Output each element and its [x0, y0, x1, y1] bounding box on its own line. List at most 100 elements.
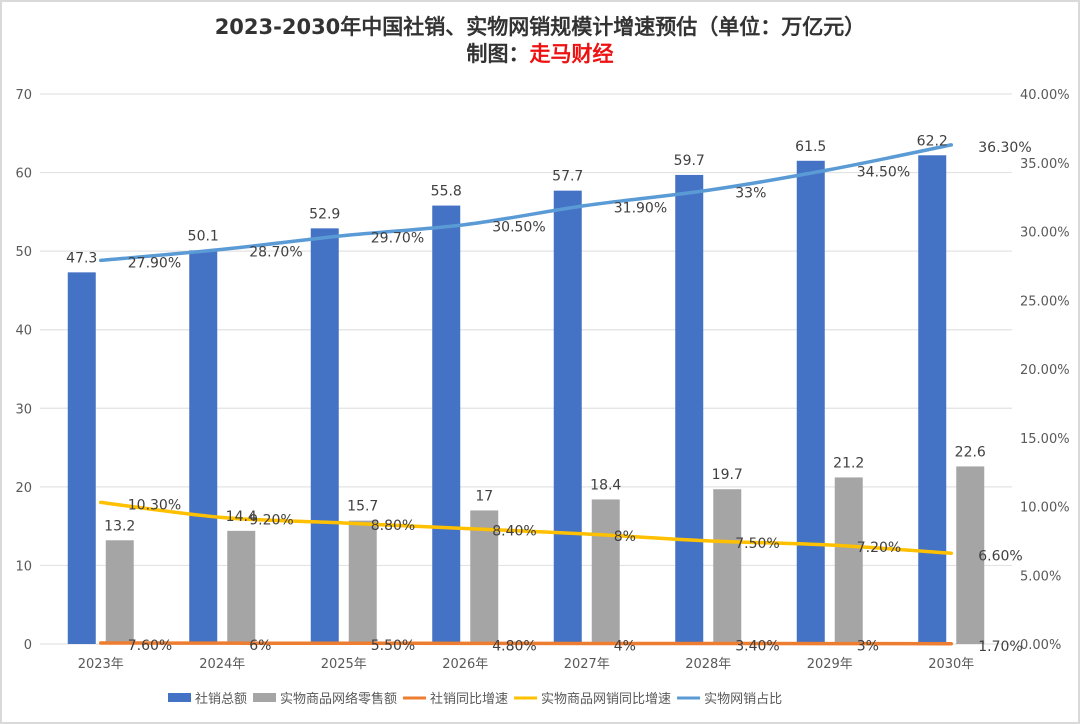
bar-online-retail	[713, 489, 742, 644]
line-data-label: 6%	[249, 638, 271, 654]
bar-data-label: 18.4	[590, 477, 621, 493]
line-data-label: 4%	[614, 638, 636, 654]
line-data-label: 29.70%	[371, 231, 424, 247]
bar-online-retail	[834, 477, 863, 644]
line-data-label: 8.40%	[492, 524, 536, 540]
chart-title-block: 2023-2030年中国社销、实物网销规模计增速预估（单位：万亿元） 制图：走马…	[0, 14, 1080, 68]
line-online-growth	[99, 500, 953, 555]
x-tick-label: 2028年	[685, 657, 731, 672]
bar-online-retail	[105, 540, 134, 644]
bar-data-label: 22.6	[955, 444, 986, 460]
bar-retail-total	[432, 205, 461, 645]
bar-retail-total	[553, 190, 582, 644]
bar-data-label: 59.7	[674, 153, 705, 169]
line-retail-growth	[99, 641, 953, 646]
line-data-label: 30.50%	[492, 220, 545, 236]
subtitle-brand: 走马财经	[529, 42, 614, 66]
line-data-label: 1.70%	[978, 639, 1022, 655]
line-data-label: 28.70%	[249, 244, 302, 260]
bar-retail-total	[796, 160, 825, 645]
legend-label: 社销总额	[195, 691, 247, 707]
right-tick-label: 10.00%	[1020, 501, 1070, 516]
bar-online-retail	[470, 510, 499, 644]
bar-data-label: 62.2	[917, 133, 948, 149]
left-axis-ticks: 0 10 20 30 40 50 60 70	[15, 88, 32, 653]
legend-label: 实物商品网络零售额	[280, 691, 397, 707]
legend-label: 实物网销占比	[704, 692, 782, 707]
line-data-label: 34.50%	[857, 165, 910, 181]
right-tick-label: 35.00%	[1020, 157, 1070, 172]
bar-retail-total	[310, 228, 339, 644]
x-tick-label: 2025年	[321, 657, 367, 672]
bar-retail-total	[67, 272, 96, 644]
bar-data-label: 15.7	[347, 499, 378, 515]
line-data-label: 6.60%	[978, 548, 1022, 564]
legend-label: 社销同比增速	[430, 691, 508, 707]
bar-data-label: 21.2	[833, 455, 864, 471]
left-tick-label: 10	[15, 559, 32, 574]
right-tick-label: 30.00%	[1020, 226, 1070, 241]
left-tick-label: 20	[15, 481, 32, 496]
line-data-label: 8%	[614, 529, 636, 545]
bar-data-label: 47.3	[66, 250, 97, 266]
line-data-label: 3%	[857, 639, 879, 655]
left-tick-label: 30	[15, 402, 32, 417]
legend-swatch	[168, 693, 191, 702]
right-tick-label: 5.00%	[1020, 569, 1061, 584]
line-data-label: 7.60%	[128, 638, 172, 654]
right-tick-label: 15.00%	[1020, 432, 1070, 447]
line-data-label: 3.40%	[735, 639, 779, 655]
subtitle-prefix: 制图：	[466, 42, 530, 66]
line-data-label: 10.30%	[128, 497, 181, 513]
right-axis-ticks: 0.00% 5.00% 10.00% 15.00% 20.00% 25.00% 30.00%…	[1020, 88, 1070, 653]
chart-subtitle: 制图：走马财经	[0, 41, 1080, 68]
bar-data-label: 19.7	[712, 467, 743, 483]
x-tick-label: 2024年	[199, 657, 245, 672]
x-axis-ticks: 2023年 2024年 2025年 2026年 2027年 2028年 2029年 2030年	[78, 657, 975, 672]
bar-data-label: 17	[475, 488, 493, 504]
right-tick-label: 25.00%	[1020, 294, 1070, 309]
bar-data-label: 57.7	[552, 169, 583, 185]
legend-swatch	[253, 693, 277, 702]
line-data-label: 7.50%	[735, 536, 779, 552]
data-labels: 47.3 50.1 52.9 55.8 57.7 59.7 61.5 62.2 13.2 14.4…	[66, 133, 1031, 654]
x-tick-label: 2026年	[442, 657, 488, 672]
line-data-label: 33%	[735, 185, 766, 201]
left-tick-label: 60	[15, 167, 32, 182]
legend-item: 实物商品网络零售额	[253, 691, 397, 707]
lines	[99, 143, 953, 646]
legend-item: 实物网销占比	[677, 692, 782, 707]
line-data-label: 27.90%	[128, 255, 181, 271]
left-tick-label: 40	[15, 324, 32, 339]
right-tick-label: 20.00%	[1020, 363, 1070, 378]
bar-data-label: 61.5	[795, 139, 826, 155]
legend-item: 社销同比增速	[403, 691, 508, 707]
left-tick-label: 70	[15, 88, 32, 103]
line-data-label: 8.80%	[371, 518, 415, 534]
bar-data-label: 52.9	[309, 206, 340, 222]
bar-retail-total	[675, 174, 704, 644]
line-data-label: 7.20%	[857, 540, 901, 556]
bar-online-retail	[591, 499, 620, 644]
line-data-label: 31.90%	[614, 200, 667, 216]
bar-data-label: 13.2	[104, 518, 135, 534]
bar-data-label: 14.4	[226, 509, 257, 525]
line-online-share	[99, 143, 953, 263]
left-tick-label: 50	[15, 245, 32, 260]
line-data-label: 5.50%	[371, 638, 415, 654]
legend-item: 实物商品网销同比增速	[514, 692, 671, 707]
x-tick-label: 2030年	[928, 657, 974, 672]
legend: 社销总额 实物商品网络零售额 社销同比增速 实物商品网销同比增速 实物网销占比	[168, 691, 782, 707]
bar-data-label: 55.8	[431, 184, 462, 200]
x-tick-label: 2029年	[807, 657, 853, 672]
bar-online-retail	[956, 466, 985, 644]
left-tick-label: 0	[24, 638, 32, 653]
x-tick-label: 2023年	[78, 657, 124, 672]
right-tick-label: 40.00%	[1020, 88, 1070, 103]
line-data-label: 36.30%	[978, 140, 1031, 156]
bar-online-retail	[227, 530, 256, 644]
chart-title: 2023-2030年中国社销、实物网销规模计增速预估（单位：万亿元）	[214, 15, 866, 39]
right-tick-label: 0.00%	[1020, 638, 1061, 653]
